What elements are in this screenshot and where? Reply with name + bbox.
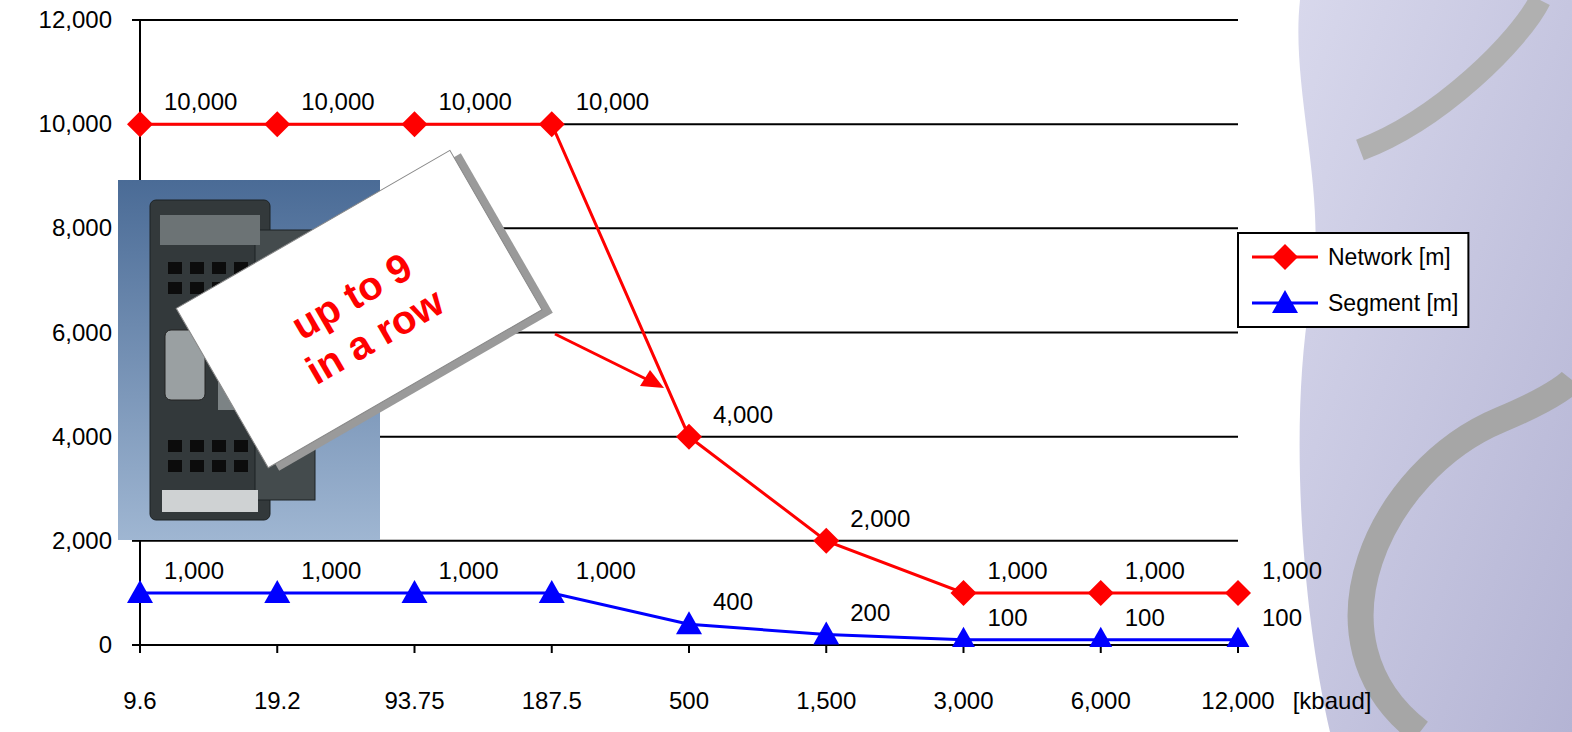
marker	[951, 627, 977, 647]
x-tick-label: 12,000	[1201, 687, 1274, 714]
device-terminal	[168, 440, 182, 452]
x-tick-label: 3,000	[933, 687, 993, 714]
x-tick-mark	[551, 645, 553, 653]
marker	[264, 111, 290, 137]
annotation: up to 9in a row	[176, 146, 553, 474]
data-label: 10,000	[164, 88, 237, 115]
device-top	[160, 215, 260, 245]
annotation-arrow	[555, 334, 648, 380]
y-tick-label: 10,000	[39, 110, 112, 137]
annotation-box	[176, 150, 542, 467]
device-terminal	[212, 262, 226, 274]
data-label: 1,000	[439, 557, 499, 584]
marker	[1088, 627, 1114, 647]
marker	[539, 111, 565, 137]
grid-line	[140, 19, 1238, 21]
data-label: 1,000	[1262, 557, 1322, 584]
marker	[264, 580, 290, 603]
tick-mark	[132, 540, 140, 542]
data-label: 4,000	[713, 401, 773, 428]
data-label: 100	[1125, 604, 1165, 631]
data-label: 2,000	[850, 505, 910, 532]
marker	[676, 424, 702, 450]
data-label: 10,000	[439, 88, 512, 115]
data-label: 10,000	[301, 88, 374, 115]
background-decor	[1298, 0, 1572, 732]
x-tick-label: 19.2	[254, 687, 301, 714]
background-cable	[1361, 380, 1572, 732]
data-label: 400	[713, 588, 753, 615]
marker	[1225, 580, 1251, 606]
marker	[539, 580, 565, 603]
marker	[813, 622, 839, 645]
legend-marker	[1272, 244, 1298, 270]
tick-mark	[132, 19, 140, 21]
device-terminal	[190, 282, 204, 294]
marker	[127, 111, 153, 137]
marker	[813, 528, 839, 554]
marker	[676, 611, 702, 634]
series-line	[140, 593, 1238, 640]
x-tick-label: 6,000	[1071, 687, 1131, 714]
legend-label: Segment [m]	[1328, 290, 1458, 316]
device-terminal	[190, 460, 204, 472]
legend-label: Network [m]	[1328, 244, 1451, 270]
device-terminal	[168, 460, 182, 472]
x-tick-label: 93.75	[384, 687, 444, 714]
x-tick-label: 500	[669, 687, 709, 714]
data-labels: 10,000 10,000 10,000 10,000 4,000 2,000 1,000 1…	[164, 88, 1322, 631]
device-terminal	[190, 262, 204, 274]
background-cable	[1360, 0, 1540, 150]
device-terminal	[190, 440, 204, 452]
x-tick-label: 9.6	[123, 687, 156, 714]
marker	[1225, 627, 1251, 647]
grid-line	[140, 540, 1238, 542]
x-tick-mark	[276, 645, 278, 653]
marker	[1088, 580, 1114, 606]
device-terminal	[234, 440, 248, 452]
tick-mark	[132, 644, 140, 646]
y-tick-label: 4,000	[52, 423, 112, 450]
legend: Network [m] Segment [m]	[1238, 233, 1468, 327]
annotation-line: in a row	[298, 279, 452, 393]
device-terminal	[168, 282, 182, 294]
y-tick-label: 12,000	[39, 6, 112, 33]
x-tick-mark	[688, 645, 690, 653]
legend-marker	[1272, 290, 1298, 313]
data-label: 10,000	[576, 88, 649, 115]
marker	[402, 580, 428, 603]
data-label: 100	[988, 604, 1028, 631]
data-label: 1,000	[1125, 557, 1185, 584]
x-tick-mark	[414, 645, 416, 653]
data-label: 100	[1262, 604, 1302, 631]
x-tick-label: 1,500	[796, 687, 856, 714]
data-label: 1,000	[301, 557, 361, 584]
chart: 0 2,000 4,000 6,000 8,000 10,000 12,000 9.6 19.2…	[0, 0, 1572, 732]
x-tick-label: 187.5	[522, 687, 582, 714]
x-tick-mark	[825, 645, 827, 653]
device-terminal	[168, 262, 182, 274]
y-tick-label: 0	[99, 631, 112, 658]
data-label: 1,000	[988, 557, 1048, 584]
device-terminal	[234, 460, 248, 472]
marker	[127, 580, 153, 603]
data-label: 200	[850, 599, 890, 626]
y-tick-label: 6,000	[52, 319, 112, 346]
annotation-text: up to 9in a row	[275, 239, 452, 393]
y-tick-label: 8,000	[52, 214, 112, 241]
y-tick-label: 2,000	[52, 527, 112, 554]
device-clip	[162, 490, 258, 512]
series-line	[140, 124, 1238, 593]
marker	[951, 580, 977, 606]
data-label: 1,000	[164, 557, 224, 584]
legend-box	[1238, 233, 1468, 327]
x-tick-mark	[139, 645, 141, 653]
device-terminal	[212, 440, 226, 452]
x-axis-title: [kbaud]	[1293, 687, 1372, 714]
plot-area	[127, 111, 1251, 647]
marker	[402, 111, 428, 137]
data-label: 1,000	[576, 557, 636, 584]
device-terminal	[212, 460, 226, 472]
